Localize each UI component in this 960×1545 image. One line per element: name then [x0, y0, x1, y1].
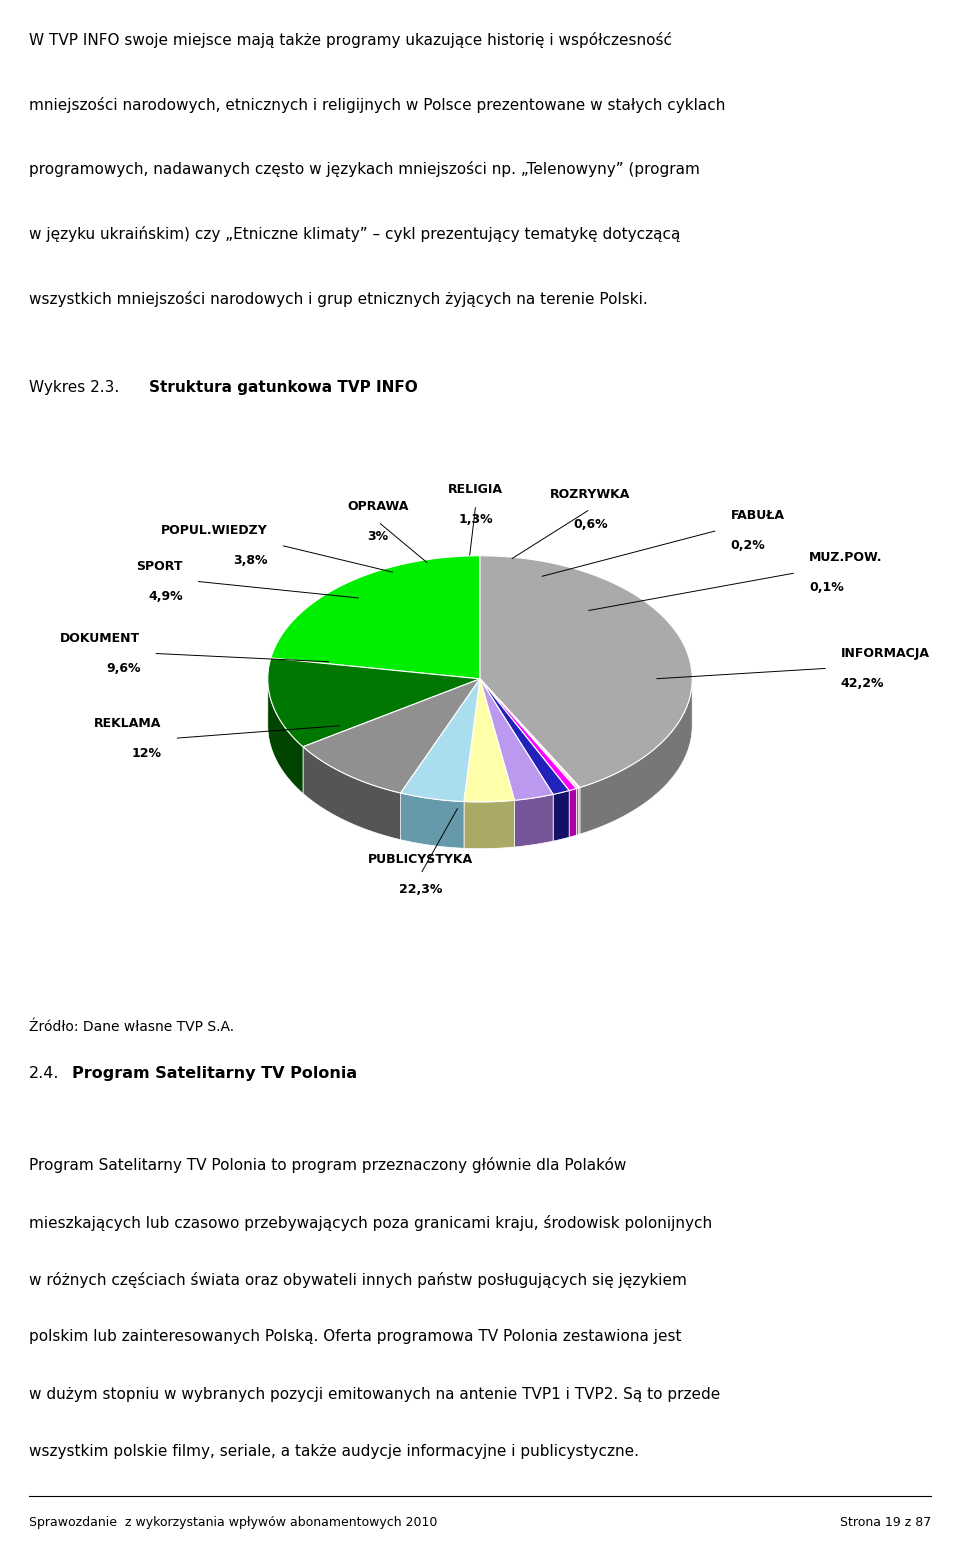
Text: 12%: 12%	[132, 746, 161, 760]
Text: FABUŁA: FABUŁA	[731, 508, 784, 522]
Text: REKLAMA: REKLAMA	[94, 717, 161, 729]
Polygon shape	[480, 678, 579, 788]
Text: programowych, nadawanych często w językach mniejszości np. „Telenowyny” (program: programowych, nadawanych często w języka…	[29, 162, 700, 178]
Polygon shape	[303, 746, 400, 839]
Text: w języku ukraińskim) czy „Etniczne klimaty” – cykl prezentujący tematykę dotyczą: w języku ukraińskim) czy „Etniczne klima…	[29, 226, 681, 243]
Text: 1,3%: 1,3%	[459, 513, 493, 527]
Text: mniejszości narodowych, etnicznych i religijnych w Polsce prezentowane w stałych: mniejszości narodowych, etnicznych i rel…	[29, 97, 725, 113]
Polygon shape	[400, 793, 464, 848]
Text: OPRAWA: OPRAWA	[348, 501, 409, 513]
Text: wszystkich mniejszości narodowych i grup etnicznych żyjących na terenie Polski.: wszystkich mniejszości narodowych i grup…	[29, 290, 648, 307]
Polygon shape	[480, 678, 576, 791]
Polygon shape	[569, 788, 576, 837]
Text: Wykres 2.3.: Wykres 2.3.	[29, 380, 124, 396]
Text: w różnych częściach świata oraz obywateli innych państw posługujących się języki: w różnych częściach świata oraz obywatel…	[29, 1272, 686, 1289]
Polygon shape	[576, 788, 579, 836]
Polygon shape	[303, 678, 480, 793]
Text: MUZ.POW.: MUZ.POW.	[809, 552, 882, 564]
Text: Program Satelitarny TV Polonia: Program Satelitarny TV Polonia	[72, 1066, 357, 1082]
Text: 2.4.: 2.4.	[29, 1066, 60, 1082]
Polygon shape	[579, 788, 580, 834]
Polygon shape	[553, 791, 569, 840]
Text: mieszkających lub czasowo przebywających poza granicami kraju, środowisk polonij: mieszkających lub czasowo przebywających…	[29, 1214, 712, 1230]
Text: Źródło: Dane własne TVP S.A.: Źródło: Dane własne TVP S.A.	[29, 1020, 234, 1035]
Text: w dużym stopniu w wybranych pozycji emitowanych na antenie TVP1 i TVP2. Są to pr: w dużym stopniu w wybranych pozycji emit…	[29, 1387, 720, 1401]
Polygon shape	[580, 680, 692, 834]
Polygon shape	[268, 680, 303, 794]
Polygon shape	[480, 678, 569, 794]
Text: Sprawozdanie  z wykorzystania wpływów abonamentowych 2010: Sprawozdanie z wykorzystania wpływów abo…	[29, 1516, 437, 1530]
Polygon shape	[271, 556, 480, 678]
Text: DOKUMENT: DOKUMENT	[60, 632, 140, 644]
Polygon shape	[480, 678, 580, 788]
Polygon shape	[515, 794, 553, 847]
Text: 3%: 3%	[368, 530, 389, 544]
Text: 3,8%: 3,8%	[233, 553, 268, 567]
Text: W TVP INFO swoje miejsce mają także programy ukazujące historię i współczesność: W TVP INFO swoje miejsce mają także prog…	[29, 32, 672, 48]
Text: SPORT: SPORT	[136, 559, 183, 573]
Text: 9,6%: 9,6%	[106, 661, 140, 675]
Polygon shape	[464, 800, 515, 848]
Text: ROZRYWKA: ROZRYWKA	[550, 488, 631, 501]
Text: 0,6%: 0,6%	[573, 518, 608, 530]
Text: 42,2%: 42,2%	[841, 677, 884, 689]
Text: wszystkim polskie filmy, seriale, a także audycje informacyjne i publicystyczne.: wszystkim polskie filmy, seriale, a takż…	[29, 1445, 638, 1458]
Polygon shape	[480, 556, 692, 788]
Text: 0,2%: 0,2%	[731, 539, 765, 552]
Text: polskim lub zainteresowanych Polską. Oferta programowa TV Polonia zestawiona jes: polskim lub zainteresowanych Polską. Ofe…	[29, 1329, 682, 1344]
Text: Strona 19 z 87: Strona 19 z 87	[840, 1516, 931, 1530]
Text: PUBLICYSTYKA: PUBLICYSTYKA	[368, 853, 473, 865]
Polygon shape	[400, 678, 480, 802]
Text: RELIGIA: RELIGIA	[448, 484, 503, 496]
Text: 22,3%: 22,3%	[399, 882, 443, 896]
Text: Struktura gatunkowa TVP INFO: Struktura gatunkowa TVP INFO	[149, 380, 418, 396]
Text: 0,1%: 0,1%	[809, 581, 844, 595]
Text: Program Satelitarny TV Polonia to program przeznaczony głównie dla Polaków: Program Satelitarny TV Polonia to progra…	[29, 1157, 626, 1173]
Polygon shape	[480, 678, 553, 800]
Text: 4,9%: 4,9%	[148, 590, 183, 603]
Polygon shape	[268, 658, 480, 746]
Polygon shape	[464, 678, 515, 802]
Text: POPUL.WIEDZY: POPUL.WIEDZY	[161, 524, 268, 536]
Text: INFORMACJA: INFORMACJA	[841, 647, 929, 660]
